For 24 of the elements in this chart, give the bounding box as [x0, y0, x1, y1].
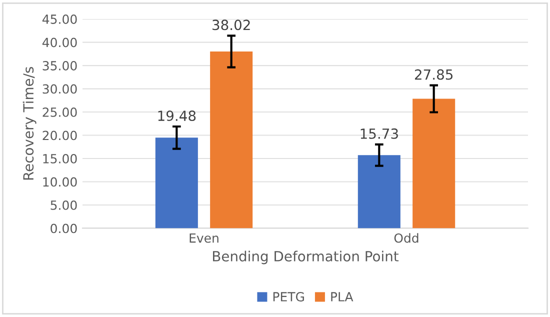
data-label: 38.02: [212, 20, 250, 30]
bar: [210, 51, 253, 228]
legend-label: PETG: [273, 292, 304, 302]
y-tick-label: 45.00: [42, 14, 77, 24]
y-tick-label: 5.00: [50, 200, 77, 210]
bar: [412, 98, 456, 228]
y-tick-label: 20.00: [42, 130, 77, 140]
data-label: 19.48: [158, 110, 196, 122]
y-tick-label: 35.00: [42, 60, 77, 70]
x-axis-title: Bending Deformation Point: [213, 250, 399, 264]
y-tick-label: 40.00: [42, 38, 77, 48]
x-tick-label: Even: [190, 233, 218, 243]
bar: [155, 138, 198, 228]
y-axis-title: Recovery Time/s: [22, 66, 36, 180]
data-label: 15.73: [360, 128, 398, 139]
y-tick-label: 0.00: [50, 224, 77, 234]
data-label: 27.85: [414, 69, 453, 80]
y-tick-label: 15.00: [43, 154, 77, 164]
legend-label: PLA: [331, 292, 354, 302]
y-tick-label: 10.00: [43, 177, 77, 187]
y-tick-label: 25.00: [42, 107, 77, 117]
bar: [358, 155, 400, 228]
y-tick-label: 30.00: [42, 84, 77, 94]
x-tick-label: Odd: [394, 233, 418, 243]
